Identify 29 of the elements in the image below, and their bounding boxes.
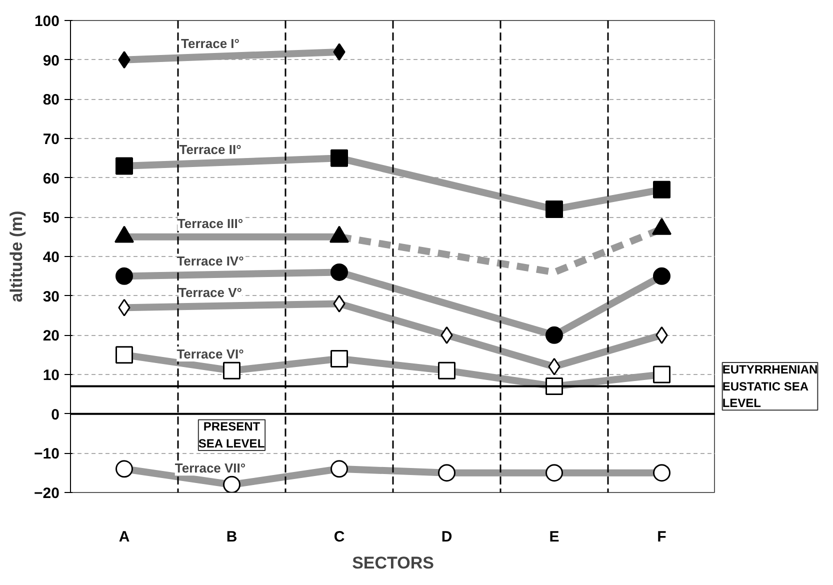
x-tick-label: C <box>334 528 345 546</box>
series-label: Terrace V° <box>178 285 242 300</box>
ref-line-label: EUTYRRHENIAN EUSTATIC SEA LEVEL <box>722 362 818 410</box>
series-label: Terrace VI° <box>176 346 244 362</box>
y-tick-label: 90 <box>42 52 60 70</box>
series-label: Terrace VII° <box>174 460 246 476</box>
y-tick-label: 60 <box>42 170 60 188</box>
x-tick-label: A <box>118 528 130 546</box>
y-tick-label: −20 <box>34 485 60 502</box>
y-tick-label: 0 <box>51 406 60 424</box>
x-tick-label: F <box>657 528 666 546</box>
x-axis-title: SECTORS <box>352 554 434 572</box>
series-label: Terrace II° <box>179 142 242 157</box>
y-tick-label: 20 <box>42 328 60 345</box>
y-axis-title: altitude (m) <box>7 210 26 302</box>
series-label: Terrace I° <box>181 36 240 51</box>
series-label: Terrace III° <box>177 216 244 231</box>
x-tick-label: D <box>441 528 452 546</box>
y-tick-label: 80 <box>42 92 60 109</box>
y-tick-label: 50 <box>42 210 60 227</box>
y-tick-label: 100 <box>34 13 60 30</box>
y-tick-label: 70 <box>42 131 60 148</box>
x-tick-label: E <box>549 528 560 546</box>
series-label: Terrace IV° <box>176 254 244 269</box>
y-tick-label: 30 <box>42 288 60 306</box>
y-tick-label: −10 <box>34 446 60 463</box>
y-tick-label: 10 <box>42 367 60 384</box>
x-tick-label: B <box>226 528 238 546</box>
y-tick-label: 40 <box>42 249 60 266</box>
